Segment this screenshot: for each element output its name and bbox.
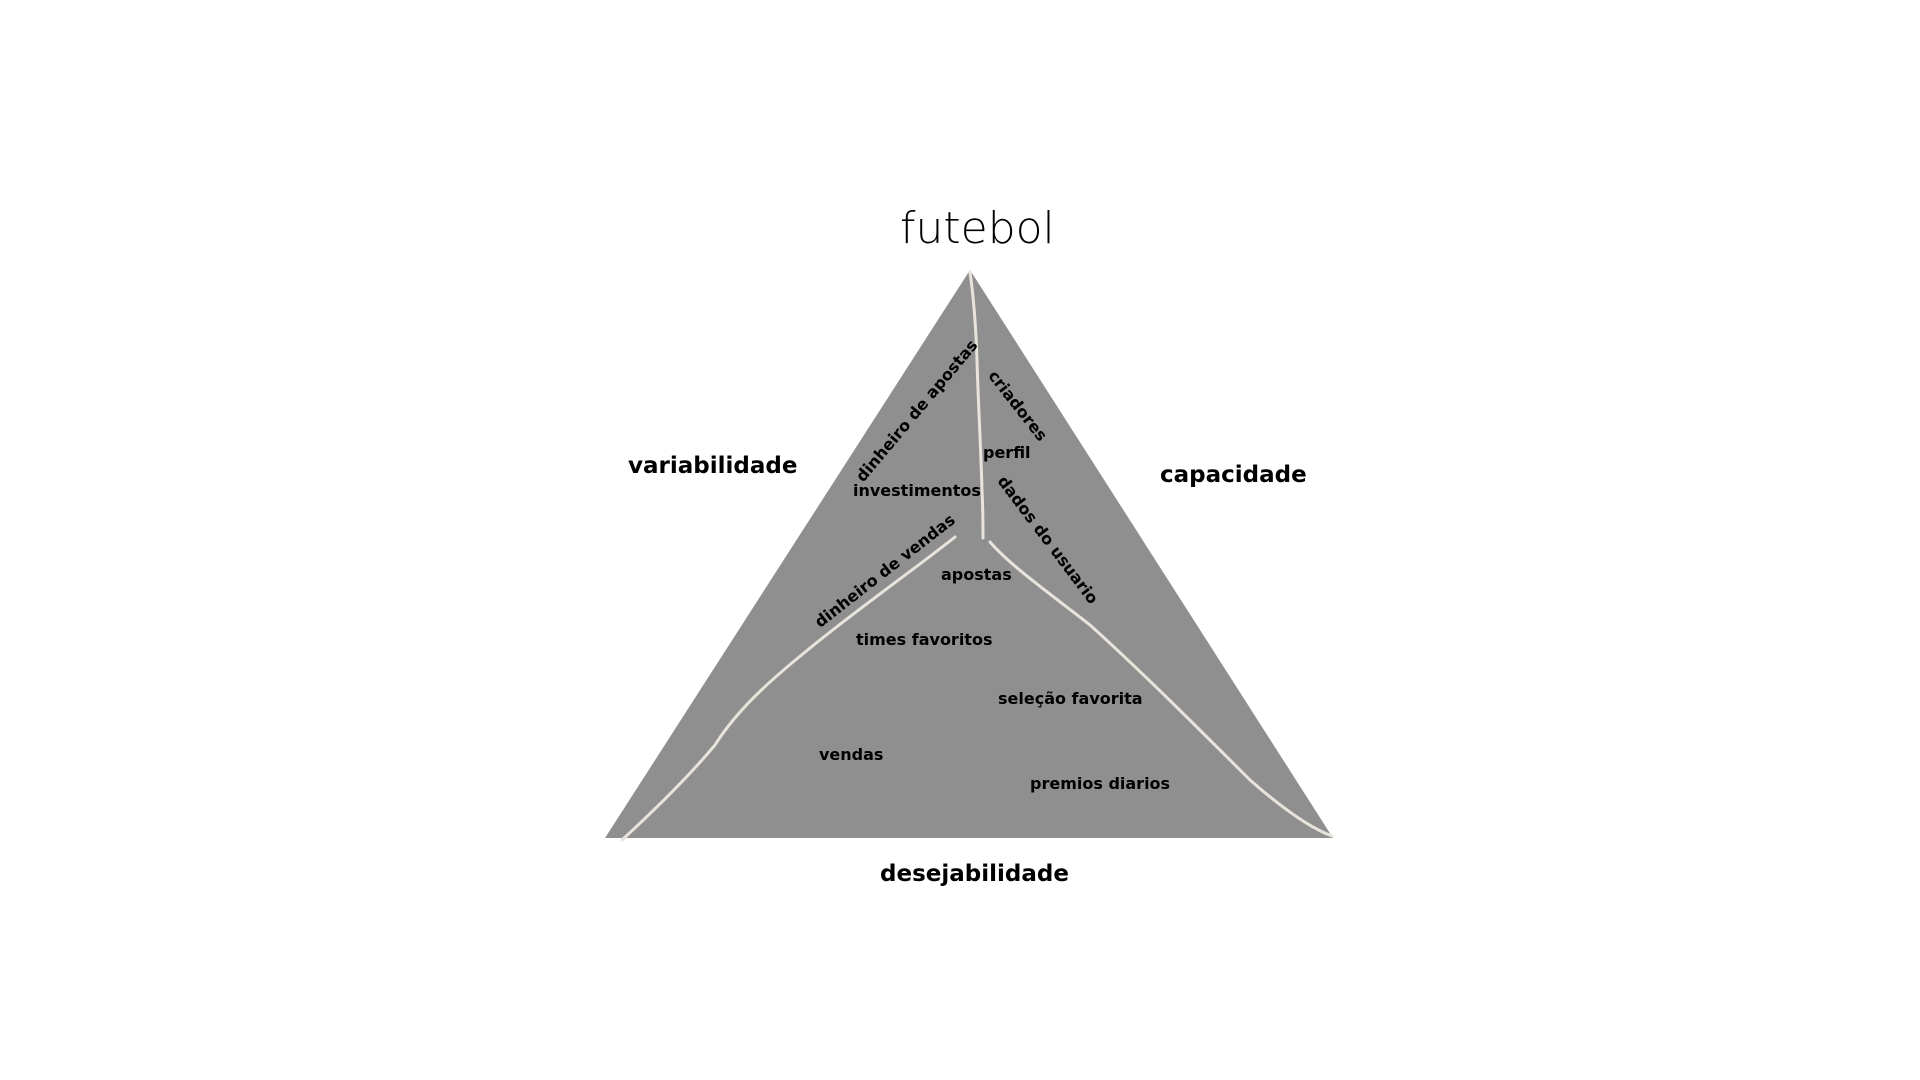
axis-label-capacidade: capacidade bbox=[1160, 462, 1307, 488]
divider-left bbox=[620, 535, 957, 842]
item-perfil: perfil bbox=[983, 443, 1031, 462]
item-times-favoritos: times favoritos bbox=[856, 630, 993, 649]
triangle-shape bbox=[605, 270, 1333, 838]
item-apostas: apostas bbox=[941, 565, 1012, 584]
diagram-title: futebol bbox=[900, 203, 1055, 254]
axis-label-variabilidade: variabilidade bbox=[628, 453, 798, 479]
item-selecao-favorita: seleção favorita bbox=[998, 689, 1143, 708]
divider-top bbox=[968, 270, 985, 540]
axis-label-desejabilidade: desejabilidade bbox=[880, 861, 1069, 887]
item-premios-diarios: premios diarios bbox=[1030, 774, 1171, 793]
item-investimentos: investimentos bbox=[853, 481, 981, 500]
item-vendas: vendas bbox=[819, 745, 884, 764]
divider-right bbox=[988, 540, 1334, 838]
